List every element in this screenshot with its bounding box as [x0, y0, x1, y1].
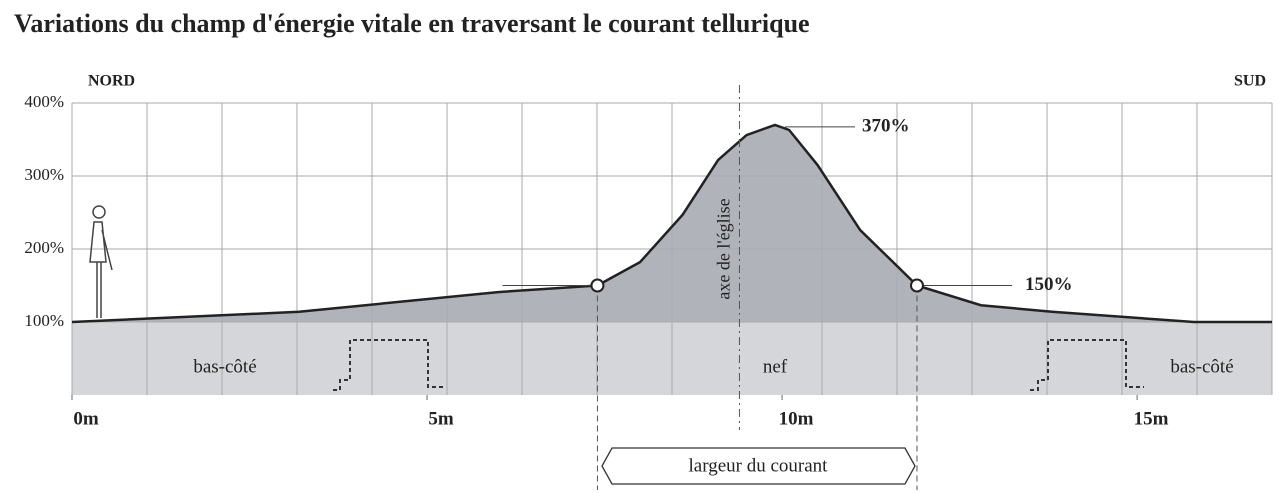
- x-tick-label: 15m: [1134, 408, 1169, 429]
- nave-label: nef: [763, 356, 788, 377]
- area-line: [71, 123, 1272, 324]
- annotation: 370%: [862, 115, 910, 136]
- annotation: 150%: [1025, 274, 1073, 295]
- person-figure: [89, 205, 113, 318]
- marker: [909, 278, 924, 293]
- south-label: SUD: [1234, 73, 1266, 90]
- y-tick-label: 100%: [24, 311, 64, 330]
- x-tick-label: 0m: [73, 408, 99, 429]
- y-tick-label: 400%: [24, 92, 64, 111]
- north-label: NORD: [88, 73, 135, 90]
- chart-title: Variations du champ d'énergie vitale en …: [14, 9, 810, 38]
- x-tick-label: 5m: [428, 408, 454, 429]
- church-axis-label: axe de l'église: [714, 198, 734, 299]
- x-tick-label: 10m: [779, 408, 814, 429]
- aisle-label: bas-côté: [193, 356, 256, 377]
- pillar-right: [1030, 339, 1144, 391]
- y-tick-label: 300%: [24, 165, 64, 184]
- area-fill: [72, 124, 1272, 323]
- width-label: largeur du courant: [689, 455, 829, 476]
- y-tick-label: 200%: [24, 238, 64, 257]
- width-bracket: [601, 447, 916, 485]
- pillar-left: [333, 339, 446, 391]
- aisle-label: bas-côté: [1170, 356, 1233, 377]
- marker: [590, 278, 605, 293]
